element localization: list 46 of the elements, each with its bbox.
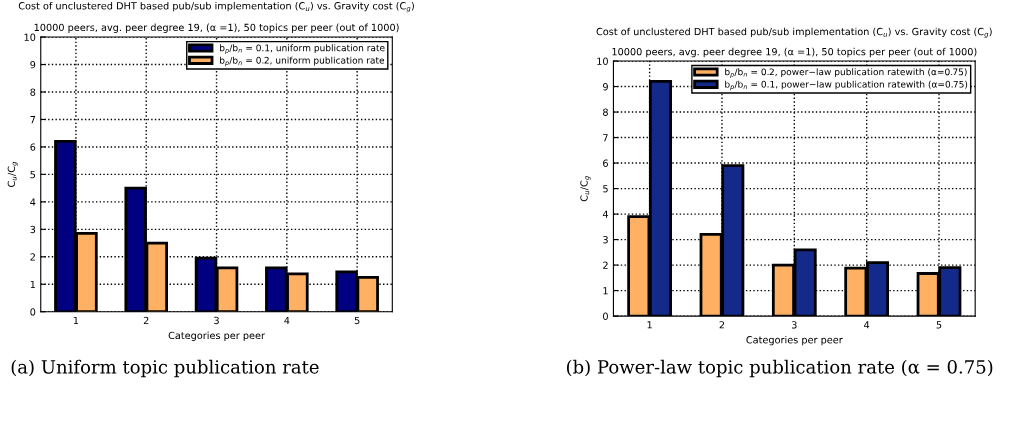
y-tick-label: 10 xyxy=(24,33,36,41)
y-tick-label: 6 xyxy=(30,143,36,151)
y-tick-label: 1 xyxy=(30,280,35,288)
y-tick-label: 6 xyxy=(603,159,608,167)
legend-label: b$_{p}$/b$_{n}$ = 0.2, uniform publication rate xyxy=(220,56,385,67)
text: (b) Power-law topic publication rate (α = 0.75) xyxy=(566,359,993,378)
y-tick-label: 7 xyxy=(603,134,608,142)
x-tick-label: 1 xyxy=(647,321,652,329)
x-tick-label: 5 xyxy=(354,316,360,325)
y-tick-label: 4 xyxy=(30,198,36,206)
y-tick-label: 4 xyxy=(602,210,609,218)
y-tick-label: 3 xyxy=(30,225,36,234)
y-tick-label: 0 xyxy=(603,312,608,320)
x-axis-title: Categories per peer xyxy=(746,335,843,346)
y-tick-label: 0 xyxy=(30,308,36,316)
y-tick-label: 7 xyxy=(30,116,36,124)
x-tick-label: 2 xyxy=(143,316,149,324)
y-tick-label: 3 xyxy=(603,236,608,244)
text: (a) Uniform topic publication rate xyxy=(11,359,319,378)
chart-subtitle: 10000 peers, avg. peer degree 19, (α =1), 50 topics per peer (out of 1000) xyxy=(34,23,399,33)
x-tick-label: 2 xyxy=(719,321,725,329)
chart-subtitle: 10000 peers, avg. peer degree 19, (α =1), 50 topics per peer (out of 1000) xyxy=(612,47,977,58)
chart-title: Cost of unclustered DHT based pub/sub implementation (C$_{u}$) vs. Gravity cost (C$_{g}$) xyxy=(596,27,992,39)
y-tick-label: 10 xyxy=(597,57,608,65)
x-tick-label: 1 xyxy=(73,316,79,324)
x-tick-label: 3 xyxy=(791,321,797,329)
chart-title: Cost of unclustered DHT based pub/sub implementation (C$_{u}$) vs. Gravity cost (C$_{g}$) xyxy=(18,1,414,13)
x-tick-label: 3 xyxy=(214,316,219,325)
y-tick-label: 5 xyxy=(30,171,36,179)
legend-label: b$_{p}$/b$_{n}$ = 0.2, power−law publication ratewith (α=0.75) xyxy=(725,68,967,78)
x-tick-label: 4 xyxy=(864,321,870,329)
y-tick-label: 2 xyxy=(30,253,35,261)
y-tick-label: 8 xyxy=(30,88,36,96)
y-axis-title: C$_{u}$/C$_{g}$ xyxy=(7,161,18,187)
legend-label: b$_{p}$/b$_{n}$ = 0.1, power−law publication ratewith (α=0.75) xyxy=(725,80,968,91)
y-tick-label: 9 xyxy=(603,83,608,91)
y-tick-label: 2 xyxy=(603,261,608,269)
x-tick-label: 4 xyxy=(284,316,290,324)
y-tick-label: 1 xyxy=(603,287,608,295)
y-tick-label: 8 xyxy=(603,108,608,116)
y-tick-label: 9 xyxy=(30,61,36,69)
x-axis-title: Categories per peer xyxy=(168,331,265,341)
y-tick-label: 5 xyxy=(603,185,608,193)
x-tick-label: 5 xyxy=(936,321,942,329)
y-axis-title: C$_{u}$/C$_{g}$ xyxy=(580,176,591,202)
legend-label: b$_{p}$/b$_{n}$ = 0.1, uniform publication rate xyxy=(220,44,385,54)
